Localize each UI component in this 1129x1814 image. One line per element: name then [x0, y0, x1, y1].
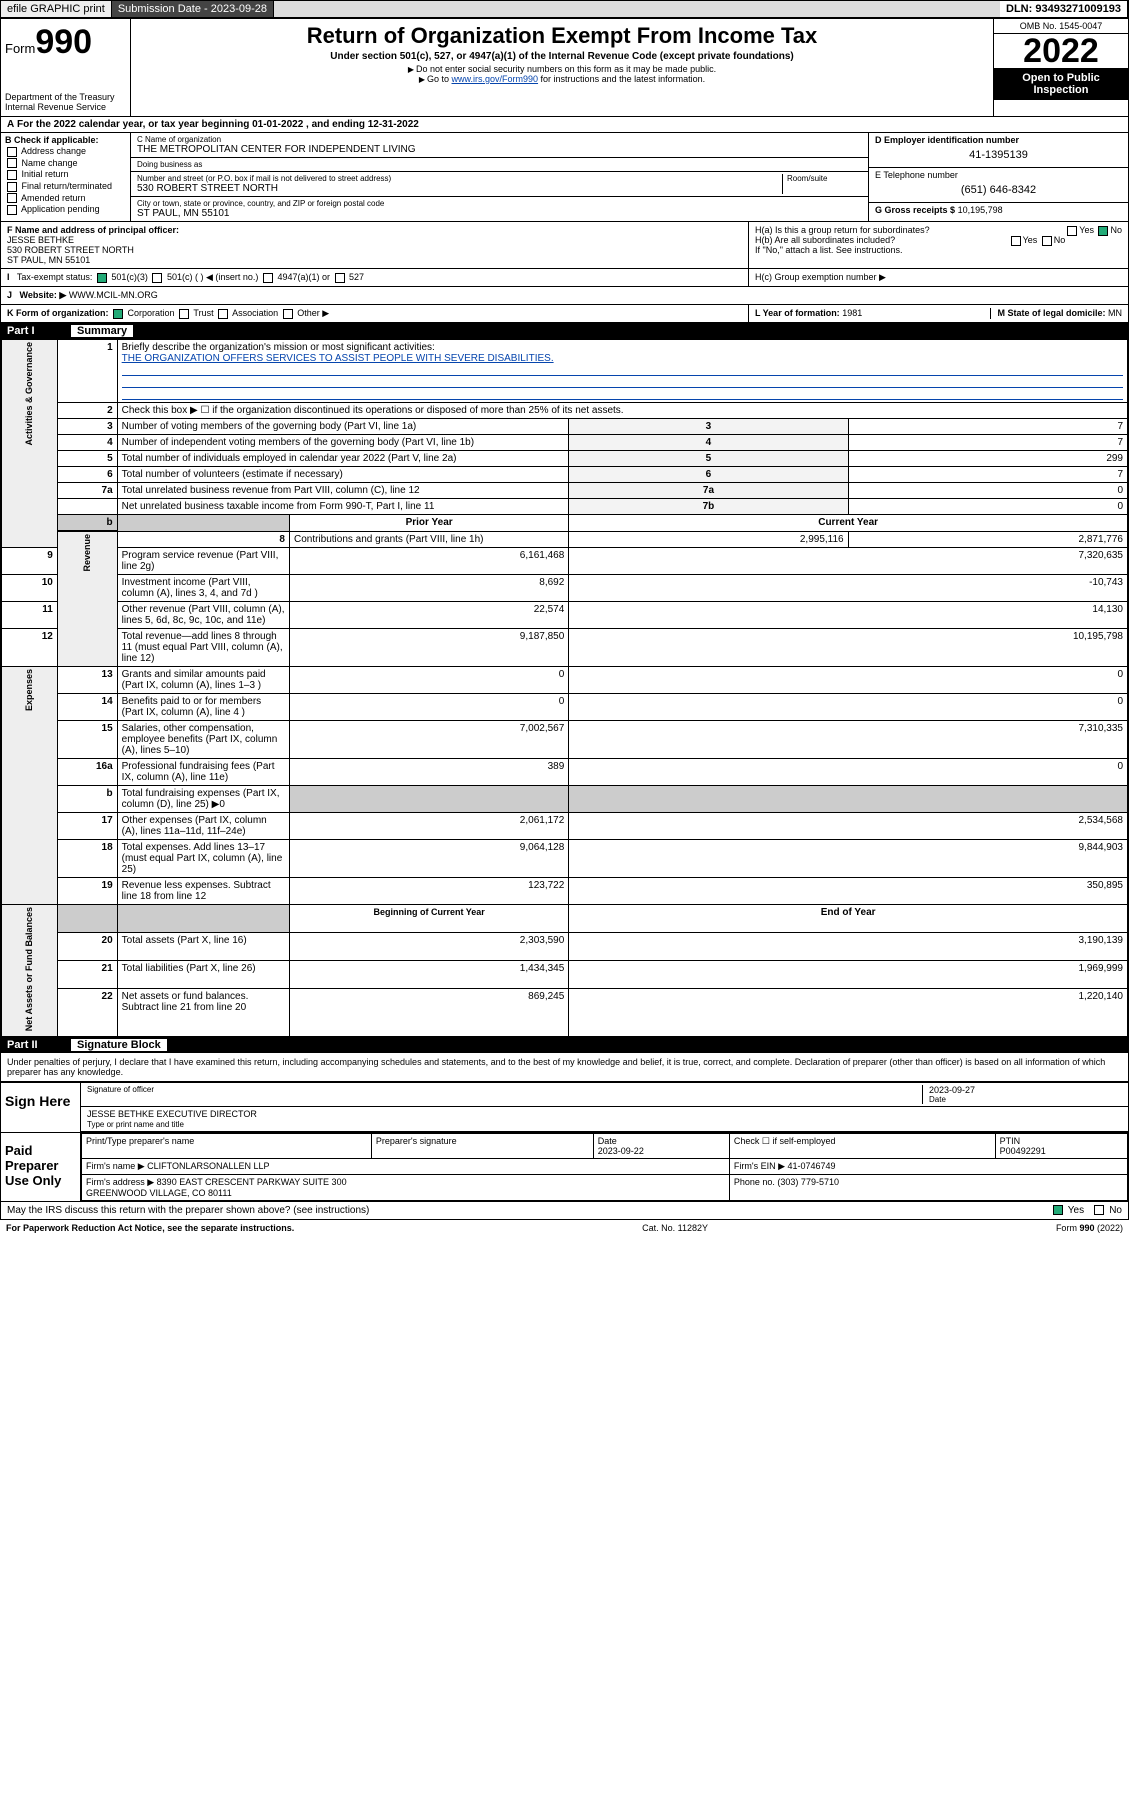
efile-btn[interactable]: efile GRAPHIC print: [1, 1, 112, 17]
line-i: I Tax-exempt status: 501(c)(3) 501(c) ( …: [1, 269, 748, 286]
paid-preparer: Paid Preparer Use Only Print/Type prepar…: [1, 1132, 1128, 1201]
mission-link[interactable]: THE ORGANIZATION OFFERS SERVICES TO ASSI…: [122, 353, 554, 364]
line-a: A For the 2022 calendar year, or tax yea…: [1, 117, 1128, 133]
box-b: B Check if applicable: Address change Na…: [1, 133, 131, 221]
submission-date: Submission Date - 2023-09-28: [112, 1, 274, 17]
title-block: Return of Organization Exempt From Incom…: [131, 19, 993, 116]
irs-link[interactable]: www.irs.gov/Form990: [452, 74, 539, 84]
form-990-label: Form990 Department of the Treasury Inter…: [1, 19, 131, 116]
part2-header: Part IISignature Block: [1, 1037, 1128, 1053]
footer: For Paperwork Reduction Act Notice, see …: [0, 1220, 1129, 1236]
form-container: Form990 Department of the Treasury Inter…: [0, 18, 1129, 1220]
sign-here: Sign Here Signature of officer2023-09-27…: [1, 1082, 1128, 1132]
line-j: J Website: ▶ WWW.MCIL-MN.ORG: [1, 287, 1128, 304]
declaration: Under penalties of perjury, I declare th…: [1, 1053, 1128, 1082]
may-discuss: May the IRS discuss this return with the…: [1, 1201, 1128, 1219]
form-title: Return of Organization Exempt From Incom…: [139, 23, 985, 49]
box-de: D Employer identification number41-13951…: [868, 133, 1128, 221]
box-f: F Name and address of principal officer:…: [1, 222, 748, 268]
line-k: K Form of organization: Corporation Trus…: [1, 305, 748, 322]
summary-table: Activities & Governance 1 Briefly descri…: [1, 339, 1128, 1037]
part1-header: Part ISummary: [1, 323, 1128, 339]
line-lm: L Year of formation: 1981 M State of leg…: [748, 305, 1128, 322]
dln: DLN: 93493271009193: [1000, 1, 1128, 17]
box-c: C Name of organizationTHE METROPOLITAN C…: [131, 133, 868, 221]
box-h: H(a) Is this a group return for subordin…: [748, 222, 1128, 268]
topbar: efile GRAPHIC print Submission Date - 20…: [0, 0, 1129, 18]
box-hc: H(c) Group exemption number ▶: [748, 269, 1128, 286]
year-block: OMB No. 1545-0047 2022 Open to Public In…: [993, 19, 1128, 116]
